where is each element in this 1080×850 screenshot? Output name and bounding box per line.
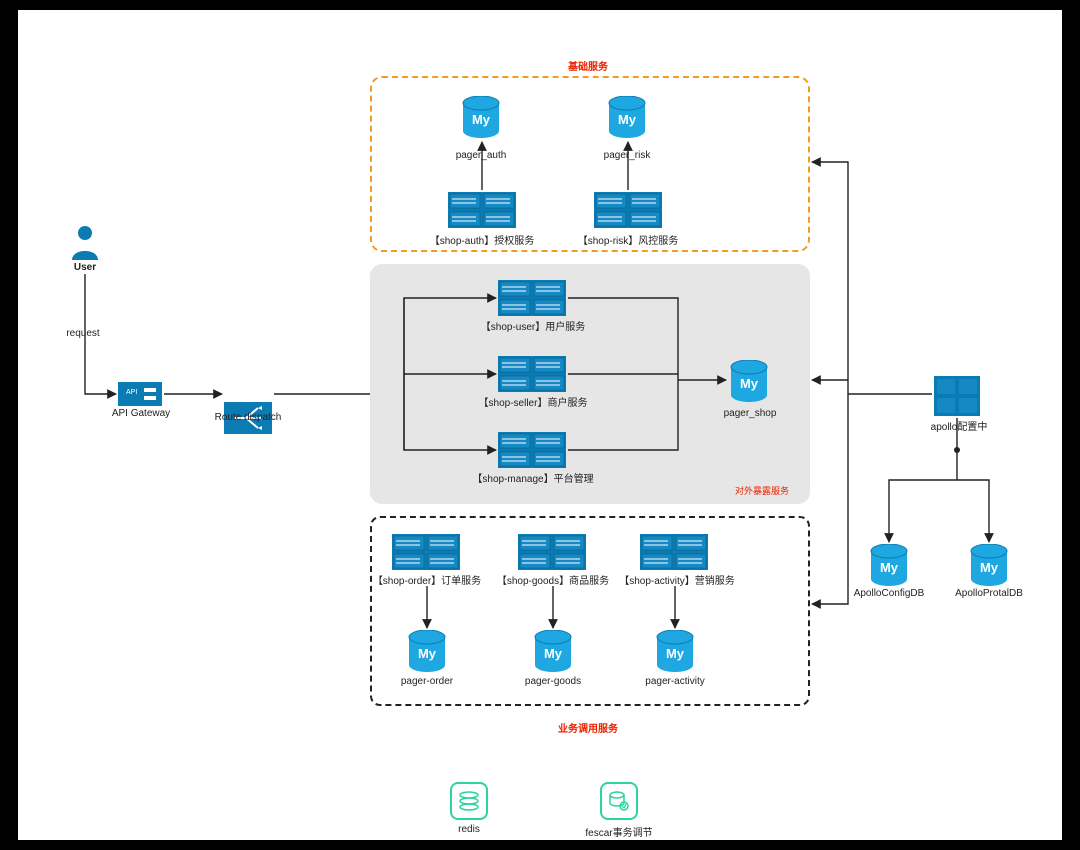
shop-db-label: pager_shop	[710, 408, 790, 419]
apollo-label: apollo配置中	[914, 418, 1004, 433]
redis-icon	[450, 782, 488, 820]
activity-server-icon	[640, 534, 708, 570]
user-icon	[70, 224, 100, 260]
order-server-label: 【shop-order】订单服务	[364, 572, 490, 587]
auth-server-label: 【shop-auth】授权服务	[416, 232, 548, 247]
api-gateway-label: API Gateway	[106, 408, 176, 419]
fescar-label: fescar事务调节	[574, 824, 664, 839]
apollo-configdb-label: ApolloConfigDB	[844, 588, 934, 599]
diagram-canvas: My 基础服务 对外暴露服务 业务调用服务 User request API A…	[18, 10, 1062, 840]
auth-db-label: pager_auth	[438, 150, 524, 161]
order-db-icon	[408, 630, 446, 672]
goods-server-label: 【shop-goods】商品服务	[490, 572, 616, 587]
apollo-server-icon	[934, 376, 980, 416]
shop-db-icon	[730, 360, 768, 402]
apollo-portaldb-label: ApolloProtalDB	[944, 588, 1034, 599]
risk-server-icon	[594, 192, 662, 228]
request-label: request	[60, 328, 106, 339]
activity-db-icon	[656, 630, 694, 672]
title-exposed: 对外暴露服务	[722, 484, 802, 497]
title-basic: 基础服务	[528, 58, 648, 73]
title-business: 业务调用服务	[518, 720, 658, 735]
svg-text:API: API	[126, 389, 137, 396]
goods-server-icon	[518, 534, 586, 570]
api-gateway-icon: API	[118, 382, 162, 406]
fescar-icon	[600, 782, 638, 820]
activity-server-label: 【shop-activity】营销服务	[610, 572, 744, 587]
goods-db-label: pager-goods	[510, 676, 596, 687]
risk-db-label: pager_risk	[584, 150, 670, 161]
goods-db-icon	[534, 630, 572, 672]
risk-db-icon	[608, 96, 646, 138]
route-dispatch-label: Route dispatch	[208, 412, 288, 423]
activity-db-label: pager-activity	[632, 676, 718, 687]
apollo-portaldb-icon	[970, 544, 1008, 586]
order-db-label: pager-order	[384, 676, 470, 687]
auth-db-icon	[462, 96, 500, 138]
group-basic-services	[370, 76, 810, 252]
order-server-icon	[392, 534, 460, 570]
user-server-icon	[498, 280, 566, 316]
auth-server-icon	[448, 192, 516, 228]
manage-server-label: 【shop-manage】平台管理	[466, 470, 600, 485]
apollo-configdb-icon	[870, 544, 908, 586]
seller-server-label: 【shop-seller】商户服务	[466, 394, 600, 409]
seller-server-icon	[498, 356, 566, 392]
manage-server-icon	[498, 432, 566, 468]
user-label: User	[60, 262, 110, 273]
redis-label: redis	[436, 824, 502, 835]
risk-server-label: 【shop-risk】风控服务	[562, 232, 694, 247]
user-server-label: 【shop-user】用户服务	[470, 318, 596, 333]
